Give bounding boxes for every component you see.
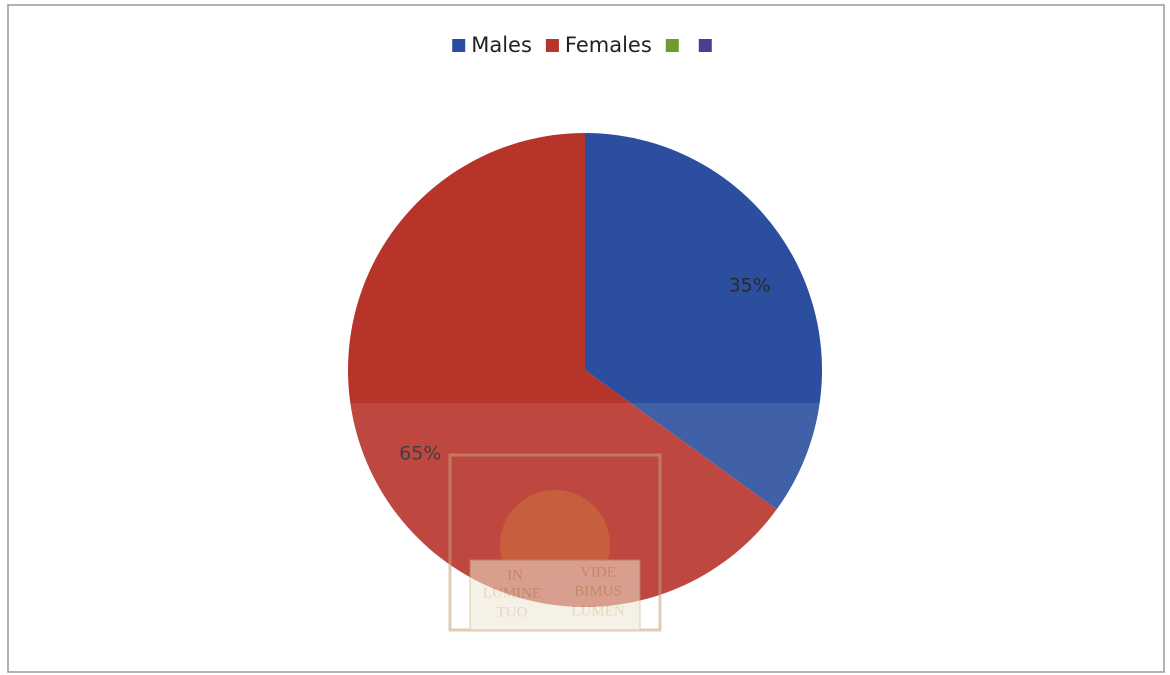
watermark-text: VIDE — [580, 564, 616, 580]
legend: Males Females — [452, 33, 712, 57]
watermark-text: LUMINE — [483, 585, 541, 601]
pie — [347, 133, 822, 607]
pie-slice — [347, 133, 777, 607]
legend-swatch — [698, 39, 712, 52]
watermark-text: LUMEN — [571, 603, 624, 619]
watermark: IN VIDE LUMINE BIMUS TUO LUMEN — [448, 453, 662, 632]
pie-slice — [585, 133, 822, 510]
slice-label: 65% — [399, 442, 441, 464]
slice-label: 35% — [729, 275, 771, 297]
slice-labels: 35% 65% — [399, 275, 771, 465]
legend-label: Females — [565, 33, 652, 57]
watermark-text: TUO — [497, 604, 528, 620]
legend-label: Males — [471, 33, 532, 57]
legend-swatch — [665, 39, 679, 52]
legend-swatch — [452, 39, 466, 52]
watermark-book — [469, 559, 641, 631]
legend-swatch — [545, 39, 559, 52]
watermark-text: IN — [507, 567, 523, 583]
watermark-text: BIMUS — [574, 583, 622, 599]
